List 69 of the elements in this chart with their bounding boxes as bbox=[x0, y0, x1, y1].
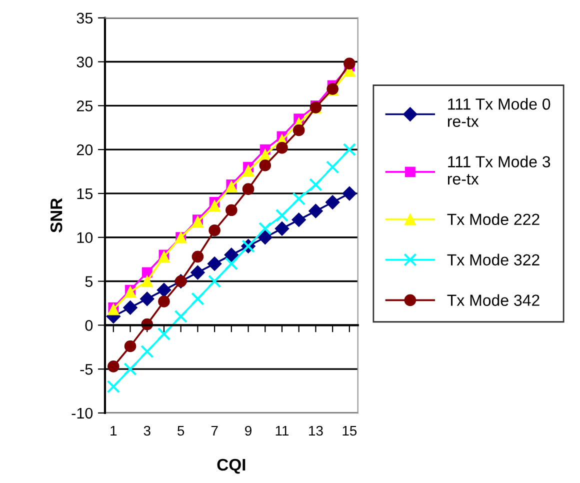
point bbox=[208, 224, 220, 236]
point bbox=[226, 204, 238, 216]
point bbox=[190, 265, 205, 280]
y-tick-label: 20 bbox=[76, 144, 93, 156]
point bbox=[325, 195, 340, 210]
point bbox=[292, 212, 306, 228]
point bbox=[342, 142, 356, 156]
x-tick-label: 7 bbox=[211, 426, 218, 436]
x-tick-label: 5 bbox=[178, 426, 184, 436]
point bbox=[326, 160, 340, 174]
point bbox=[224, 248, 239, 262]
y-tick-label: 35 bbox=[76, 12, 93, 24]
point bbox=[258, 222, 272, 236]
point bbox=[308, 204, 323, 218]
x-tick-label: 1 bbox=[110, 426, 117, 436]
point bbox=[141, 275, 154, 288]
x-tick-label: 11 bbox=[276, 426, 289, 436]
x-axis-title: CQI bbox=[217, 458, 246, 474]
x-tick-label: 13 bbox=[309, 426, 323, 436]
point bbox=[259, 159, 272, 172]
point bbox=[157, 327, 171, 341]
x-tick-label: 15 bbox=[342, 426, 357, 436]
point bbox=[342, 186, 357, 201]
point bbox=[242, 183, 254, 195]
legend-label: 111 Tx Mode 3 re-tx bbox=[448, 156, 550, 185]
point bbox=[242, 164, 254, 177]
y-tick-label: -5 bbox=[80, 364, 93, 375]
legend-label: Tx Mode 222 bbox=[447, 213, 540, 226]
x-tick-label: 9 bbox=[245, 426, 252, 436]
y-tick-label: 30 bbox=[76, 56, 93, 68]
point bbox=[207, 256, 222, 271]
y-tick-label: 5 bbox=[85, 276, 93, 287]
y-tick-label: 15 bbox=[77, 188, 93, 200]
point bbox=[309, 178, 322, 192]
point bbox=[158, 250, 170, 263]
point bbox=[226, 180, 238, 192]
legend-label: 111 Tx Mode 0 re-tx bbox=[448, 98, 550, 127]
point bbox=[140, 344, 154, 358]
y-tick-label: 10 bbox=[77, 232, 93, 244]
point bbox=[292, 192, 306, 206]
point bbox=[158, 296, 170, 308]
point bbox=[258, 230, 272, 245]
point bbox=[275, 208, 289, 222]
point bbox=[123, 300, 138, 315]
y-axis-title: SNR bbox=[50, 198, 62, 233]
point bbox=[274, 221, 290, 236]
point bbox=[292, 124, 305, 136]
legend-label: Tx Mode 342 bbox=[447, 294, 540, 306]
point bbox=[276, 142, 288, 154]
point bbox=[108, 360, 120, 372]
point bbox=[208, 274, 222, 288]
x-tick-label: 3 bbox=[144, 426, 150, 436]
point bbox=[124, 286, 136, 298]
point bbox=[174, 310, 188, 323]
point bbox=[191, 292, 204, 306]
legend-label: Tx Mode 322 bbox=[447, 254, 540, 266]
point bbox=[224, 257, 238, 270]
point bbox=[124, 340, 136, 352]
point bbox=[106, 380, 120, 394]
point bbox=[208, 200, 220, 212]
point bbox=[124, 362, 137, 376]
point bbox=[108, 303, 120, 316]
y-tick-label: -10 bbox=[72, 408, 93, 419]
point bbox=[140, 292, 154, 306]
y-tick-label: 0 bbox=[85, 320, 93, 331]
point bbox=[156, 282, 172, 298]
point bbox=[192, 250, 204, 263]
point bbox=[344, 58, 356, 70]
y-tick-label: 25 bbox=[76, 100, 93, 112]
